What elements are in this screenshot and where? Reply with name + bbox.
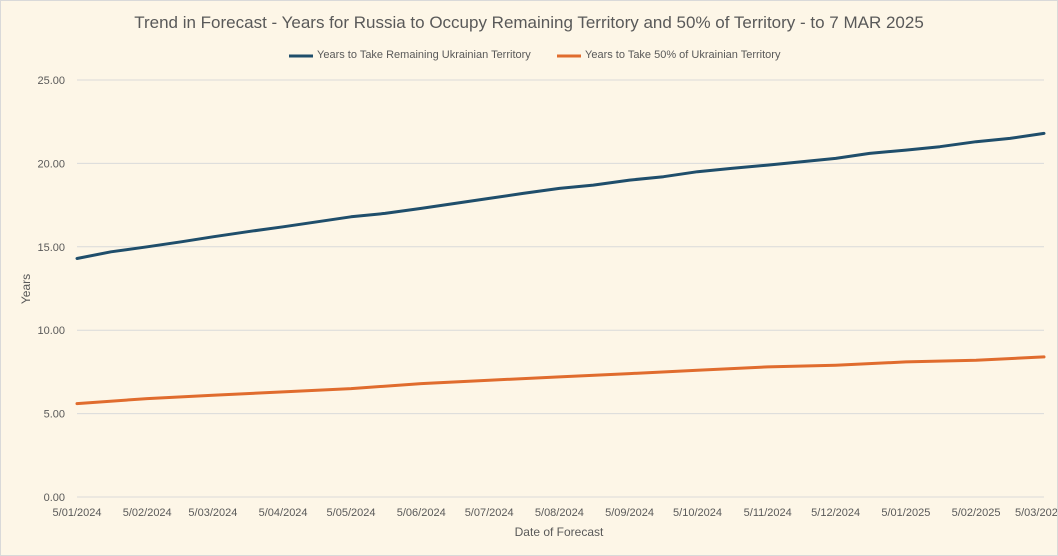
series-line-remaining-territory (75, 131, 1046, 260)
legend-label-remaining: Years to Take Remaining Ukrainian Territ… (317, 49, 531, 61)
y-tick-label: 15.00 (37, 242, 65, 254)
x-tick-label: 5/12/2024 (811, 507, 860, 519)
x-tick-label: 5/09/2024 (605, 507, 654, 519)
legend-label-half: Years to Take 50% of Ukrainian Territory (585, 49, 781, 61)
gridlines (77, 79, 1044, 498)
x-tick-label: 5/06/2024 (397, 507, 446, 519)
x-tick-label: 5/04/2024 (259, 507, 308, 519)
x-tick-label: 5/11/2024 (744, 507, 792, 519)
x-tick-label: 5/01/2024 (53, 507, 102, 519)
x-tick-label: 5/03/2025 (1015, 507, 1057, 519)
x-axis-tick-labels: 5/01/2024 5/02/2024 5/03/2024 5/04/2024 5/05… (53, 507, 1057, 519)
y-tick-label: 10.00 (37, 325, 65, 337)
y-tick-label: 20.00 (37, 158, 65, 170)
legend: Years to Take Remaining Ukrainian Territ… (289, 49, 781, 61)
y-tick-label: 0.00 (44, 492, 65, 504)
y-axis-tick-labels: 0.00 5.00 10.00 15.00 20.00 25.00 (37, 75, 65, 504)
x-axis-title: Date of Forecast (515, 525, 604, 539)
x-tick-label: 5/01/2025 (881, 507, 930, 519)
x-tick-label: 5/02/2025 (952, 507, 1001, 519)
x-tick-label: 5/08/2024 (535, 507, 584, 519)
x-tick-label: 5/03/2024 (188, 507, 237, 519)
x-tick-label: 5/05/2024 (327, 507, 376, 519)
x-tick-label: 5/07/2024 (465, 507, 514, 519)
y-tick-label: 5.00 (44, 409, 65, 421)
x-tick-label: 5/02/2024 (123, 507, 172, 519)
y-axis-title: Years (19, 274, 33, 304)
x-tick-label: 5/10/2024 (673, 507, 722, 519)
y-tick-label: 25.00 (37, 75, 65, 87)
series-line-half-territory (75, 355, 1046, 406)
chart-title: Trend in Forecast - Years for Russia to … (134, 13, 924, 32)
series-layer (75, 131, 1046, 406)
